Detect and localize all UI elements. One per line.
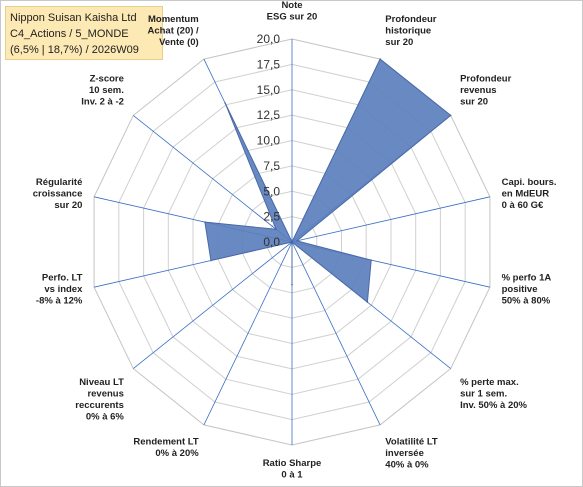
axis-label-line: 0 à 1	[281, 470, 303, 481]
axis-label-line: Volatilité LT	[385, 437, 438, 448]
data-point	[370, 259, 373, 261]
data-point	[204, 221, 206, 223]
ratio-week-label: (6,5% | 18,7%) / 2026W09	[10, 44, 139, 56]
tick-label: 2,5	[263, 210, 280, 224]
axis-label-line: ESG sur 20	[267, 12, 318, 23]
axis-label: Momentum Achat (20) / Vente (0)	[147, 14, 199, 48]
data-point	[296, 240, 298, 242]
axis-label-line: Inv. 50% à 20%	[460, 400, 527, 411]
axis-label: Rendement LT 0% à 20%	[133, 437, 199, 460]
axis-label-line: 50% à 80%	[502, 296, 551, 307]
tick-label: 12,5	[257, 108, 281, 122]
axis-label-line: Inv. 2 à -2	[81, 96, 124, 107]
axis-label-line: inversée	[385, 448, 424, 459]
axis-label-line: Profondeur	[385, 14, 436, 25]
data-point	[210, 259, 212, 262]
axis-spoke	[133, 115, 293, 243]
axis-label-line: Profondeur	[460, 73, 511, 84]
axis-label-line: sur 1 sem.	[460, 389, 507, 400]
axis-label-line: 0% à 6%	[86, 412, 125, 423]
axis-label-line: positive	[502, 284, 538, 295]
axis-label: Profondeur revenus sur 20	[460, 73, 511, 107]
tick-label: 7,5	[263, 159, 280, 173]
axis-label-line: en MdEUR	[502, 188, 550, 199]
chart-title-box: Nippon Suisan Kaisha Ltd C4_Actions / 5_…	[5, 6, 163, 60]
data-series-area	[204, 58, 452, 304]
axis-label: Profondeur historique sur 20	[385, 14, 436, 48]
axis-label-line: Ratio Sharpe	[263, 458, 322, 469]
tick-label: 17,5	[257, 57, 281, 71]
axis-label: Note ESG sur 20	[267, 0, 318, 23]
data-point	[291, 283, 293, 286]
axis-label-line: Régularité	[36, 177, 82, 188]
data-point	[275, 228, 277, 231]
axis-label-line: 40% à 0%	[385, 460, 429, 471]
axis-spoke	[203, 241, 293, 426]
axis-label-line: % perfo 1A	[502, 273, 552, 284]
axis-label-line: sur 20	[54, 200, 82, 211]
axis-label: Capi. bours. en MdEUR 0 à 60 G€	[502, 177, 557, 211]
axis-label-line: sur 20	[385, 37, 413, 48]
axis-label-line: % perte max.	[460, 377, 519, 388]
axis-label-line: -8% à 12%	[36, 296, 83, 307]
axis-label: % perfo 1A positive 50% à 80%	[502, 273, 552, 307]
tick-label: 15,0	[257, 83, 281, 97]
tick-label: 10,0	[257, 134, 281, 148]
data-point	[366, 301, 369, 303]
data-point	[449, 114, 452, 117]
axis-label-line: reccurents	[75, 400, 124, 411]
axis-label-line: Rendement LT	[133, 437, 198, 448]
axis-label-line: revenus	[460, 85, 496, 96]
data-point	[224, 102, 226, 104]
tick-label: 5,0	[263, 184, 280, 198]
axis-label-line: Capi. bours.	[502, 177, 557, 188]
data-point	[291, 241, 293, 243]
axis-label-line: Niveau LT	[79, 377, 124, 388]
axis-label: Volatilité LT inversée 40% à 0%	[385, 437, 438, 471]
axis-label-line: revenus	[87, 389, 123, 400]
axis-label: Niveau LT revenus reccurents 0% à 6%	[75, 377, 124, 423]
axis-label: Ratio Sharpe 0 à 1	[263, 458, 322, 481]
axis-label: % perte max. sur 1 sem. Inv. 50% à 20%	[460, 377, 527, 411]
axis-label-line: vs index	[44, 284, 83, 295]
axis-label-line: 0 à 60 G€	[502, 200, 544, 211]
axis-label: Perfo. LT vs index -8% à 12%	[36, 273, 83, 307]
axis-spoke	[291, 196, 490, 243]
tick-label: 0,0	[263, 235, 280, 249]
axis-label-line: croissance	[33, 188, 83, 199]
data-point	[379, 58, 381, 60]
axis-label-line: Perfo. LT	[42, 273, 83, 284]
axis-label-line: sur 20	[460, 96, 488, 107]
axis-label-line: 0% à 20%	[155, 448, 199, 459]
axis-label-line: historique	[385, 25, 431, 36]
tick-label: 20,0	[257, 32, 281, 46]
axis-label-line: Z-score	[90, 73, 124, 84]
axis-spoke	[133, 241, 293, 369]
company-name: Nippon Suisan Kaisha Ltd	[10, 12, 137, 24]
axis-label: Z-score 10 sem. Inv. 2 à -2	[81, 73, 124, 107]
axis-spoke	[291, 241, 381, 426]
axis-label-line: Achat (20) /	[147, 25, 199, 36]
portfolio-label: C4_Actions / 5_MONDE	[10, 28, 129, 40]
axis-label-line: Momentum	[148, 14, 199, 25]
axis-label-line: Note	[281, 0, 302, 11]
axis-label-line: 10 sem.	[89, 85, 124, 96]
axis-label-line: Vente (0)	[159, 37, 199, 48]
axis-label: Régularité croissance sur 20	[33, 177, 83, 211]
